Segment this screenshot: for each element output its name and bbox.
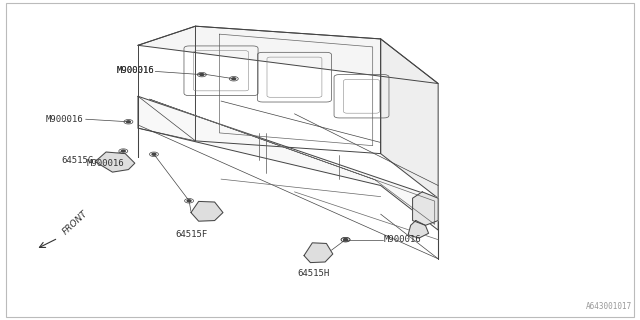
Text: 64515G: 64515G bbox=[61, 156, 93, 164]
Circle shape bbox=[232, 78, 236, 80]
Polygon shape bbox=[95, 152, 135, 172]
Circle shape bbox=[344, 239, 348, 241]
Text: M900016: M900016 bbox=[384, 235, 422, 244]
Circle shape bbox=[152, 153, 156, 155]
Text: 64515H: 64515H bbox=[298, 268, 330, 278]
Text: M900016: M900016 bbox=[116, 66, 154, 75]
Polygon shape bbox=[408, 220, 429, 238]
Polygon shape bbox=[191, 201, 223, 221]
Text: M900016: M900016 bbox=[116, 66, 154, 75]
Polygon shape bbox=[138, 96, 438, 230]
Polygon shape bbox=[304, 243, 333, 263]
Text: M900016: M900016 bbox=[46, 115, 84, 124]
Polygon shape bbox=[413, 192, 438, 225]
Text: 64515F: 64515F bbox=[175, 230, 207, 239]
Polygon shape bbox=[381, 39, 438, 198]
Circle shape bbox=[200, 74, 204, 76]
Text: FRONT: FRONT bbox=[61, 209, 90, 236]
Text: M900016: M900016 bbox=[86, 159, 124, 168]
Circle shape bbox=[344, 239, 348, 241]
Circle shape bbox=[122, 150, 125, 152]
Circle shape bbox=[187, 200, 191, 202]
Circle shape bbox=[127, 121, 131, 123]
Text: A643001017: A643001017 bbox=[586, 302, 632, 311]
Polygon shape bbox=[138, 26, 438, 84]
